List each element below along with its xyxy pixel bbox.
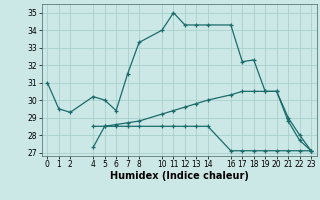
X-axis label: Humidex (Indice chaleur): Humidex (Indice chaleur)	[110, 171, 249, 181]
